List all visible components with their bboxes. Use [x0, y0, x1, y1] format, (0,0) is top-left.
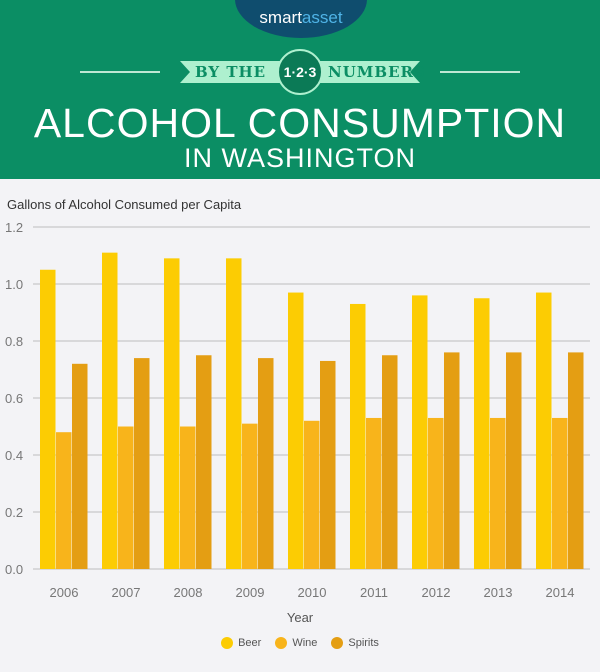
- x-tick-label: 2013: [484, 585, 513, 600]
- ribbon-left: [180, 61, 280, 83]
- y-tick-label: 1.2: [5, 220, 23, 235]
- legend-label: Beer: [238, 637, 262, 649]
- ribbon-right: [318, 61, 420, 83]
- divider-left: [80, 71, 160, 73]
- bar-beer-2011: [350, 303, 366, 569]
- bar-spirits-2013: [506, 352, 522, 569]
- ribbon-text-left: BY THE: [195, 63, 267, 81]
- bar-beer-2013: [474, 298, 490, 569]
- header-banner: smartasset BY THE NUMBERS 1·2·3 ALCOHOL …: [0, 0, 600, 179]
- x-tick-label: 2006: [50, 585, 79, 600]
- bar-wine-2006: [56, 432, 72, 569]
- legend-item-wine: Wine: [275, 637, 317, 649]
- legend-swatch: [275, 637, 288, 649]
- bar-wine-2011: [366, 417, 382, 569]
- bar-spirits-2008: [196, 355, 212, 569]
- bar-spirits-2006: [72, 363, 88, 569]
- x-axis-label: Year: [286, 610, 314, 625]
- legend: Beer Wine Spirits: [0, 637, 600, 649]
- bar-beer-2008: [164, 258, 180, 569]
- divider-right: [440, 71, 520, 73]
- y-tick-label: 0.0: [5, 562, 23, 577]
- y-tick-label: 0.8: [5, 334, 23, 349]
- numbers-badge: 1·2·3: [277, 49, 323, 95]
- bar-beer-2006: [40, 269, 56, 569]
- y-tick-label: 0.4: [5, 448, 23, 463]
- bar-beer-2010: [288, 292, 304, 569]
- bar-spirits-2007: [134, 358, 150, 569]
- ribbon-text-right: NUMBERS: [328, 63, 426, 81]
- y-tick-label: 1.0: [5, 277, 23, 292]
- bar-spirits-2011: [382, 355, 398, 569]
- bar-spirits-2012: [444, 352, 460, 569]
- x-tick-label: 2011: [360, 585, 388, 600]
- bar-beer-2014: [536, 292, 552, 569]
- bar-spirits-2014: [568, 352, 584, 569]
- bar-wine-2007: [118, 426, 134, 569]
- bar-wine-2012: [428, 417, 444, 569]
- x-tick-label: 2010: [298, 585, 327, 600]
- y-tick-label: 0.6: [5, 391, 23, 406]
- x-tick-label: 2012: [422, 585, 451, 600]
- y-axis-label: Gallons of Alcohol Consumed per Capita: [7, 197, 242, 212]
- bar-spirits-2009: [258, 358, 274, 569]
- logo-text-smart: smart: [259, 8, 302, 27]
- x-tick-label: 2008: [174, 585, 203, 600]
- page-subtitle: IN WASHINGTON: [183, 143, 416, 173]
- bar-wine-2008: [180, 426, 196, 569]
- x-tick-label: 2014: [546, 585, 575, 600]
- bar-wine-2014: [552, 417, 568, 569]
- legend-label: Wine: [292, 637, 318, 649]
- legend-swatch: [221, 637, 234, 649]
- bar-wine-2009: [242, 423, 258, 569]
- x-tick-label: 2007: [112, 585, 141, 600]
- legend-item-spirits: Spirits: [331, 637, 379, 649]
- legend-item-beer: Beer: [221, 637, 261, 649]
- bar-beer-2007: [102, 252, 118, 569]
- bar-beer-2009: [226, 258, 242, 569]
- y-tick-label: 0.2: [5, 505, 23, 520]
- page-title: ALCOHOL CONSUMPTION: [33, 100, 567, 146]
- bar-beer-2012: [412, 295, 428, 569]
- bar-spirits-2010: [320, 360, 336, 569]
- bar-wine-2010: [304, 420, 320, 569]
- legend-label: Spirits: [348, 637, 379, 649]
- x-tick-label: 2009: [236, 585, 265, 600]
- legend-swatch: [331, 637, 344, 649]
- bar-wine-2013: [490, 417, 506, 569]
- logo-text-asset: asset: [301, 8, 343, 27]
